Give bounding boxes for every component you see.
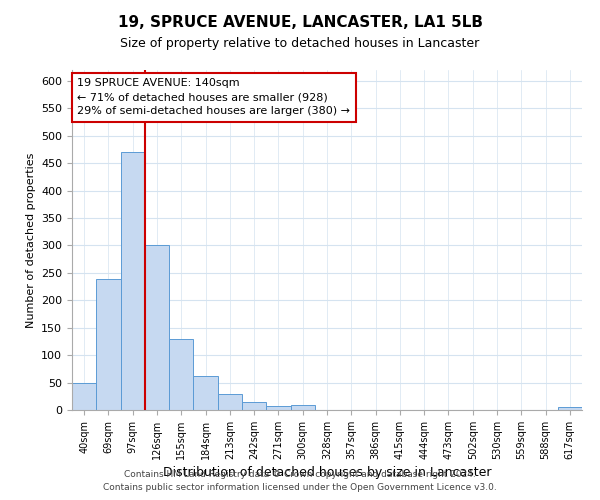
Bar — [290, 404, 315, 410]
Bar — [72, 382, 96, 410]
Bar — [169, 338, 193, 410]
Text: Contains HM Land Registry data © Crown copyright and database right 2024.
Contai: Contains HM Land Registry data © Crown c… — [103, 470, 497, 492]
Bar — [558, 408, 582, 410]
Bar — [218, 394, 242, 410]
Text: Size of property relative to detached houses in Lancaster: Size of property relative to detached ho… — [121, 38, 479, 51]
Y-axis label: Number of detached properties: Number of detached properties — [26, 152, 35, 328]
X-axis label: Distribution of detached houses by size in Lancaster: Distribution of detached houses by size … — [163, 466, 491, 479]
Text: 19, SPRUCE AVENUE, LANCASTER, LA1 5LB: 19, SPRUCE AVENUE, LANCASTER, LA1 5LB — [118, 15, 482, 30]
Bar — [145, 246, 169, 410]
Bar — [242, 402, 266, 410]
Bar — [266, 406, 290, 410]
Text: 19 SPRUCE AVENUE: 140sqm
← 71% of detached houses are smaller (928)
29% of semi-: 19 SPRUCE AVENUE: 140sqm ← 71% of detach… — [77, 78, 350, 116]
Bar — [121, 152, 145, 410]
Bar — [96, 280, 121, 410]
Bar — [193, 376, 218, 410]
